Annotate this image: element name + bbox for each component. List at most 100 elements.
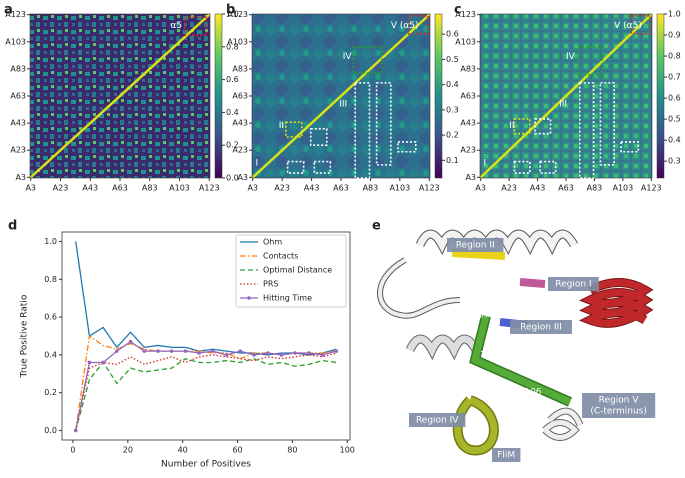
x-tick-label: A63 [112,184,128,193]
series-marker [115,349,119,353]
colorbar [656,13,665,179]
annotation-box [630,14,652,35]
annotation-box [620,141,640,153]
colorbar-tick-label: 0.3 [446,105,459,114]
heatmap-panel: a A3 A23 A43 A63 A83 A103 A123 A3 A23 A43 A63 A83 A10… [4,3,239,193]
y-tick-label: 0.4 [44,350,57,359]
annotation-box [539,160,557,174]
y-tick-label: A3 [237,173,248,182]
x-axis-label: Number of Positives [161,460,251,470]
y-axis-label: True Positive Ratio [20,294,30,378]
heatmap-diagonal [29,13,211,179]
y-tick-label: A103 [227,37,248,46]
structure-label: Region I [555,280,591,290]
annotation: I [256,159,259,169]
structure-label: Region IV [416,416,459,426]
annotation-box [513,160,531,174]
colorbar-tick-label: 0.3 [668,157,681,166]
y-tick-label: A63 [460,92,476,101]
x-tick-label: 60 [232,446,242,455]
x-tick-label: A103 [389,184,410,193]
annotation-box [534,118,552,135]
x-tick-label: A123 [419,184,440,193]
annotation: II [509,121,514,131]
legend-frame [235,234,347,308]
colorbar-tick-label: 0.4 [668,136,681,145]
x-tick-label: A43 [82,184,98,193]
annotation-box [313,160,332,174]
line-panel: d 0 20 40 60 80 100 0.0 0.2 0.4 0.6 0.8 1.0 Number of… [8,219,355,470]
structure-label: Region V [599,396,640,406]
series-marker [101,360,105,365]
y-tick-label: A23 [10,146,26,155]
y-tick-label: 0.2 [44,388,57,397]
series-line [75,357,337,431]
y-tick-label: A3 [465,173,476,182]
annotation-box [397,141,417,153]
structure-label: FliM [497,451,515,461]
series-marker [279,353,284,357]
y-tick-label: A83 [460,64,476,73]
x-tick-label: A83 [363,184,379,193]
structure-label: (C-terminus) [590,407,647,417]
y-tick-label: A123 [5,10,26,19]
series-marker [211,349,215,353]
annotation: III [559,100,567,110]
x-tick-label: A103 [612,184,633,193]
x-tick-label: A43 [304,184,320,193]
y-tick-label: A103 [5,37,26,46]
colorbar [434,13,443,179]
y-tick-label: A103 [455,37,476,46]
colorbar-tick-label: 0.5 [668,115,681,124]
colorbar-tick-label: 0.6 [668,94,681,103]
y-tick-label: A123 [455,10,476,19]
label-box [548,277,599,291]
y-tick-label: 0.8 [44,275,57,284]
colorbar-tick-label: 0.6 [226,75,239,84]
series-line [75,352,337,431]
x-tick-label: A3 [247,184,258,193]
legend-marker [247,296,251,300]
y-tick-label: A83 [10,64,26,73]
series-line [75,340,337,431]
annotation-box [352,45,383,74]
panel-label: c [454,3,462,18]
annotation-box [285,121,303,138]
x-tick-label: 0 [70,446,75,455]
series-marker [142,349,147,353]
series-marker [320,353,325,357]
x-tick-label: A23 [274,184,290,193]
y-tick-label: A23 [232,146,248,155]
x-tick-label: 100 [340,446,355,455]
annotation-box [513,118,531,135]
label-box [582,393,656,418]
annotation-box [577,45,603,76]
colorbar-tick-label: 0.7 [668,73,681,82]
series-marker [73,428,78,433]
annotation-box [578,82,595,179]
y-tick-label: A123 [227,10,248,19]
x-tick-label: 40 [178,446,188,455]
legend-label: Optimal Distance [263,266,332,275]
y-tick-label: 0.0 [44,426,57,435]
heatmap-panel: b A3 A23 A43 A63 A83 A103 A123 A3 A23 A43 A63 A83 A10… [226,3,459,193]
structure-label: Region II [456,241,495,251]
x-tick-label: A63 [333,184,349,193]
structure-label: T8 [480,351,492,361]
colorbar-tick-label: 0.6 [446,30,459,39]
annotation-box [354,82,371,179]
heatmap-diagonal [479,13,653,179]
annotation-box [309,128,328,147]
y-tick-label: 0.6 [44,313,57,322]
x-tick-label: A123 [199,184,220,193]
label-box [447,238,504,252]
annotation: II [279,121,284,131]
annotation: IV [343,52,353,62]
plot-frame [61,231,351,441]
annotation: α5 [170,21,182,31]
structure-label: Region III [520,323,562,333]
colorbar-tick-label: 1.0 [668,10,681,19]
x-tick-label: 20 [123,446,133,455]
legend-label: Contacts [263,252,298,261]
